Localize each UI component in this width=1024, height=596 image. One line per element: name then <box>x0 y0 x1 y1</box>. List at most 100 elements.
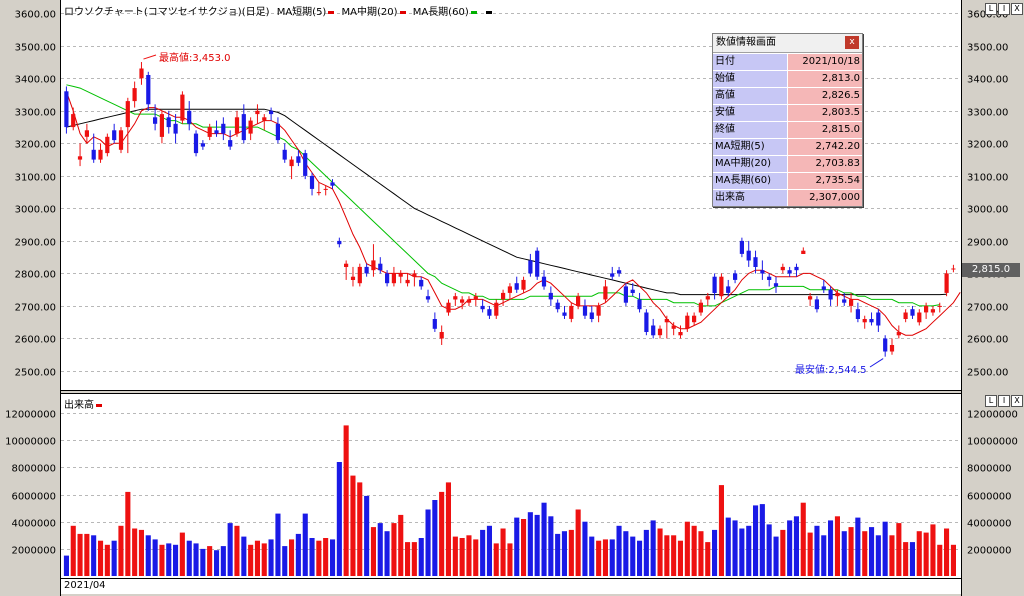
candle-body <box>248 120 253 134</box>
volume-bar <box>357 482 363 576</box>
volume-tick-label-right: 10000000 <box>967 437 1018 448</box>
volume-tick-label-right: 2000000 <box>967 546 1012 557</box>
info-row-value: 2,742.20 <box>788 139 862 155</box>
candle-body <box>125 101 130 128</box>
candle-body <box>166 117 171 128</box>
price-tick-label-right: 3000.00 <box>967 205 1008 216</box>
volume-title: 出来高 <box>64 396 102 411</box>
volume-bar <box>459 538 465 576</box>
volume-bar <box>705 542 711 576</box>
candle-body <box>528 260 533 274</box>
candle-body <box>548 292 553 300</box>
candle-body <box>630 289 635 293</box>
info-panel-header[interactable]: 数値情報画面 x <box>713 34 862 53</box>
extreme-markers <box>143 54 884 368</box>
volume-bar <box>548 516 554 576</box>
legend-extra-swatch <box>485 10 492 14</box>
legend-ma-mid-swatch <box>399 10 406 14</box>
price-tick-label: 2500.00 <box>15 368 56 379</box>
legend-ma-long-label: MA長期(60) <box>412 7 469 18</box>
volume-bar <box>609 539 615 576</box>
volume-bar <box>664 535 670 576</box>
date-axis-label: 2021/04 <box>64 580 106 591</box>
vol-panel-close-button[interactable]: X <box>1011 395 1023 407</box>
volume-bar <box>568 529 574 576</box>
candle-body <box>64 91 69 128</box>
volume-bar <box>828 520 834 576</box>
volume-bar <box>561 531 567 576</box>
volume-bar <box>493 543 499 576</box>
candle-body <box>487 309 492 316</box>
volume-bar <box>507 543 513 576</box>
info-panel[interactable]: 数値情報画面 x 日付 2021/10/18 始値 2,813.0 高値 2,826.5 安… <box>712 33 863 207</box>
volume-bar <box>220 546 226 576</box>
vol-panel-button-i[interactable]: I <box>998 395 1010 407</box>
candle-body <box>760 270 765 274</box>
volume-bar <box>739 528 745 576</box>
candle-body <box>91 149 96 160</box>
volume-tick-label-right: 8000000 <box>967 464 1012 475</box>
volume-bar <box>882 521 888 576</box>
price-tick-label: 2700.00 <box>15 303 56 314</box>
candle-body <box>944 273 949 293</box>
panel-button-i[interactable]: I <box>998 3 1010 15</box>
candle-body <box>596 305 601 316</box>
volume-bar <box>950 544 956 576</box>
candle-body <box>275 123 280 141</box>
volume-bar <box>473 539 479 576</box>
volume-bar <box>330 539 336 576</box>
candle-body <box>876 312 881 326</box>
volume-bar <box>405 542 411 576</box>
info-row: MA短期(5) 2,742.20 <box>713 138 862 155</box>
volume-bar <box>132 528 138 576</box>
candle-body <box>187 110 192 124</box>
volume-bar <box>753 505 759 576</box>
candle-body <box>801 250 806 254</box>
candle-body <box>439 332 444 339</box>
volume-bar <box>166 543 172 576</box>
candle-body <box>773 283 779 287</box>
candle-body <box>610 273 615 277</box>
candle-body <box>344 263 349 267</box>
info-row-value: 2,826.5 <box>788 88 862 104</box>
candle-body <box>664 319 669 323</box>
info-row: 始値 2,813.0 <box>713 70 862 87</box>
candle-body <box>378 263 383 271</box>
info-panel-close-button[interactable]: x <box>845 36 859 49</box>
ma-long-line <box>66 108 947 296</box>
candle-body <box>200 143 205 147</box>
volume-bar <box>575 509 581 576</box>
panel-close-button[interactable]: X <box>1011 3 1023 15</box>
candle-body <box>193 133 199 154</box>
price-tick-label-right: 3400.00 <box>967 75 1008 86</box>
candle-body <box>787 270 792 274</box>
volume-bar <box>814 525 820 576</box>
panel-button-l[interactable]: L <box>985 3 997 15</box>
vol-panel-button-l[interactable]: L <box>985 395 997 407</box>
price-tick-label: 3300.00 <box>15 108 56 119</box>
candle-body <box>159 114 164 137</box>
volume-bar <box>98 540 104 576</box>
candle-body <box>446 302 451 313</box>
info-row-value: 2,815.0 <box>788 122 862 138</box>
volume-bar <box>684 521 690 576</box>
candle-body <box>453 296 458 300</box>
info-row-value: 2021/10/18 <box>788 54 862 70</box>
price-tick-label-right: 3600.00 <box>967 10 1008 21</box>
legend-extra <box>484 7 492 18</box>
candle-body <box>678 332 683 336</box>
candle-body <box>705 296 710 300</box>
candle-body <box>869 319 874 323</box>
volume-bar <box>773 536 779 576</box>
volume-bar <box>759 504 765 576</box>
candle-body <box>910 309 915 316</box>
candle-body <box>118 130 124 150</box>
candle-body <box>644 312 649 332</box>
candle-body <box>746 250 751 261</box>
info-row-key: MA短期(5) <box>713 139 788 155</box>
info-row: 日付 2021/10/18 <box>713 53 862 70</box>
candle-body <box>480 305 485 310</box>
candle-body <box>889 345 895 352</box>
